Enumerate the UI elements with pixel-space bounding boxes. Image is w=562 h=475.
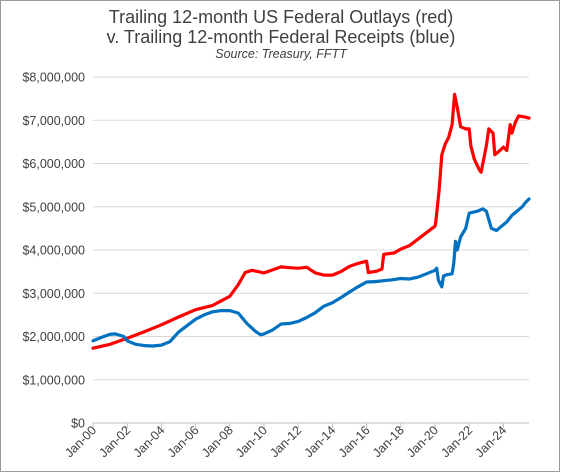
x-tick-labels: Jan-00Jan-02Jan-04Jan-06Jan-08Jan-10Jan-… — [62, 423, 509, 460]
y-tick-label: $3,000,000 — [22, 287, 85, 301]
x-tick-label: Jan-08 — [199, 423, 236, 460]
chart-title-line-2: v. Trailing 12-month Federal Receipts (b… — [106, 27, 456, 47]
y-tick-label: $2,000,000 — [22, 330, 85, 344]
axes — [92, 422, 529, 428]
x-tick-label: Jan-22 — [438, 423, 475, 460]
y-tick-label: $6,000,000 — [22, 157, 85, 171]
x-tick-label: Jan-18 — [370, 423, 407, 460]
x-tick-label: Jan-06 — [165, 423, 202, 460]
y-tick-labels: $0 $1,000,000 $2,000,000 $3,000,000 $4,000,0… — [22, 71, 85, 431]
chart-title: Trailing 12-month US Federal Outlays (re… — [1, 7, 561, 61]
y-tick-label: $1,000,000 — [22, 373, 85, 387]
y-tick-label: $4,000,000 — [22, 244, 85, 258]
y-tick-label: $7,000,000 — [22, 114, 85, 128]
series-line-outlays — [91, 92, 531, 350]
x-tick-label: Jan-14 — [302, 423, 339, 460]
y-tick-label: $8,000,000 — [22, 71, 85, 85]
x-tick-label: Jan-02 — [96, 423, 133, 460]
y-tick-label: $5,000,000 — [22, 200, 85, 214]
x-tick-label: Jan-24 — [473, 423, 510, 460]
series-line-receipts — [91, 197, 531, 348]
grid-lines — [93, 76, 529, 381]
x-tick-label: Jan-16 — [336, 423, 373, 460]
chart-title-line-1: Trailing 12-month US Federal Outlays (re… — [108, 7, 454, 27]
x-tick-label: Jan-10 — [233, 423, 270, 460]
x-tick-label: Jan-04 — [131, 423, 168, 460]
chart-subtitle: Source: Treasury, FFTT — [215, 47, 347, 61]
x-tick-label: Jan-12 — [267, 423, 304, 460]
y-tick-label: $0 — [71, 417, 85, 431]
x-tick-label: Jan-20 — [404, 423, 441, 460]
series-lines — [91, 92, 531, 350]
